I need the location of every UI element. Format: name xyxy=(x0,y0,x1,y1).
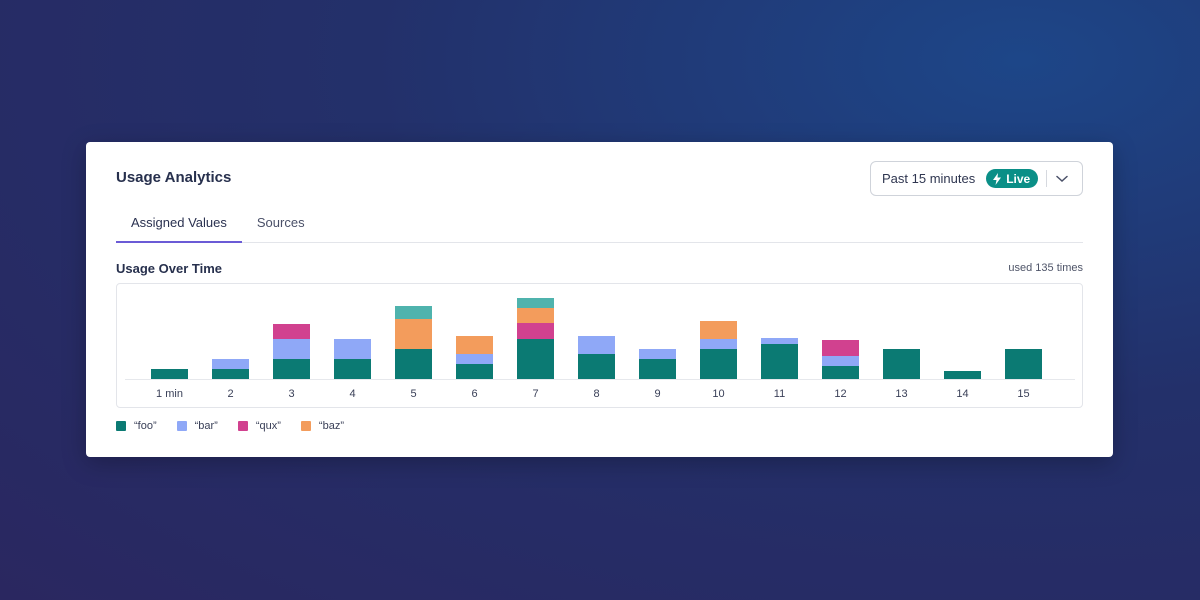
bar-foo-6[interactable] xyxy=(456,364,493,379)
bar-qux-7[interactable] xyxy=(517,323,554,339)
x-tick-label: 13 xyxy=(895,388,907,400)
usage-analytics-card: Usage Analytics Past 15 minutes Live Ass… xyxy=(86,142,1113,457)
dropdown-divider xyxy=(1046,170,1048,187)
x-tick-label: 9 xyxy=(654,388,660,400)
bar-bar-8[interactable] xyxy=(578,336,615,354)
bar-baz-5[interactable] xyxy=(395,319,432,349)
chart-legend: “foo” “bar” “qux” “baz” xyxy=(116,420,344,432)
bar-foo-14[interactable] xyxy=(944,371,981,379)
bar-bar-3[interactable] xyxy=(273,339,310,359)
bar-foo-3[interactable] xyxy=(273,359,310,379)
live-badge[interactable]: Live xyxy=(986,169,1039,188)
x-tick-label: 12 xyxy=(834,388,846,400)
bar-bar-10[interactable] xyxy=(700,339,737,349)
x-tick-label: 10 xyxy=(712,388,724,400)
bar-foo-12[interactable] xyxy=(822,366,859,379)
tab-assigned-values[interactable]: Assigned Values xyxy=(116,208,242,243)
x-tick-label: 4 xyxy=(349,388,355,400)
live-label: Live xyxy=(1006,171,1031,186)
bar-foo-4[interactable] xyxy=(334,359,371,379)
bar-baz-6[interactable] xyxy=(456,336,493,354)
section-title: Usage Over Time xyxy=(116,261,222,276)
bar-extra-7[interactable] xyxy=(517,298,554,308)
legend-item-bar[interactable]: “bar” xyxy=(176,420,218,432)
tab-bar: Assigned Values Sources xyxy=(116,208,1083,243)
legend-swatch-bar xyxy=(176,421,187,431)
bar-baz-7[interactable] xyxy=(517,308,554,323)
x-tick-label: 3 xyxy=(288,388,294,400)
bar-foo-5[interactable] xyxy=(395,349,432,379)
legend-item-foo[interactable]: “foo” xyxy=(116,420,157,432)
legend-swatch-qux xyxy=(237,421,248,431)
x-tick-label: 7 xyxy=(532,388,538,400)
bar-baz-10[interactable] xyxy=(700,321,737,339)
bar-foo-8[interactable] xyxy=(578,354,615,379)
legend-item-qux[interactable]: “qux” xyxy=(237,420,281,432)
bar-bar-4[interactable] xyxy=(334,339,371,359)
bar-foo-11[interactable] xyxy=(761,344,798,379)
legend-label-qux: “qux” xyxy=(255,420,281,432)
chart-svg: 1 min 2 3 4 5 6 7 8 9 10 11 12 13 14 15 xyxy=(125,298,1075,400)
tab-sources[interactable]: Sources xyxy=(256,215,305,230)
bar-foo-10[interactable] xyxy=(700,349,737,379)
legend-swatch-foo xyxy=(116,421,126,431)
bar-foo-13[interactable] xyxy=(883,349,920,379)
bar-foo-15[interactable] xyxy=(1005,349,1042,379)
usage-chart: 1 min 2 3 4 5 6 7 8 9 10 11 12 13 14 15 xyxy=(116,283,1083,408)
legend-item-baz[interactable]: “baz” xyxy=(300,420,344,432)
x-tick-label: 14 xyxy=(956,388,968,400)
x-tick-label: 8 xyxy=(593,388,599,400)
bar-foo-2[interactable] xyxy=(212,369,249,379)
card-title: Usage Analytics xyxy=(116,169,232,186)
bar-bar-12[interactable] xyxy=(822,356,859,366)
bar-foo-9[interactable] xyxy=(639,359,676,379)
bar-bar-6[interactable] xyxy=(456,354,493,364)
x-tick-label: 1 min xyxy=(156,388,183,400)
bar-bar-2[interactable] xyxy=(212,359,249,369)
time-range-dropdown[interactable]: Past 15 minutes Live xyxy=(870,161,1083,196)
x-tick-label: 11 xyxy=(774,388,785,400)
x-tick-label: 6 xyxy=(471,388,477,400)
bar-extra-5[interactable] xyxy=(395,306,432,319)
x-tick-label: 15 xyxy=(1017,388,1029,400)
legend-swatch-baz xyxy=(300,421,311,431)
chevron-down-icon[interactable] xyxy=(1056,175,1068,183)
bar-foo-7[interactable] xyxy=(517,339,554,379)
legend-label-baz: “baz” xyxy=(318,420,344,432)
legend-label-bar: “bar” xyxy=(194,420,218,432)
legend-label-foo: “foo” xyxy=(134,420,157,432)
bar-qux-3[interactable] xyxy=(273,324,310,339)
bar-qux-12[interactable] xyxy=(822,340,859,356)
time-range-label: Past 15 minutes xyxy=(882,171,976,186)
bar-bar-9[interactable] xyxy=(639,349,676,359)
usage-count: used 135 times xyxy=(1008,262,1083,274)
lightning-icon xyxy=(993,172,1002,185)
bar-bar-11[interactable] xyxy=(761,338,798,344)
x-tick-label: 2 xyxy=(227,388,233,400)
x-tick-label: 5 xyxy=(410,388,416,400)
bar-foo-1[interactable] xyxy=(151,369,188,379)
